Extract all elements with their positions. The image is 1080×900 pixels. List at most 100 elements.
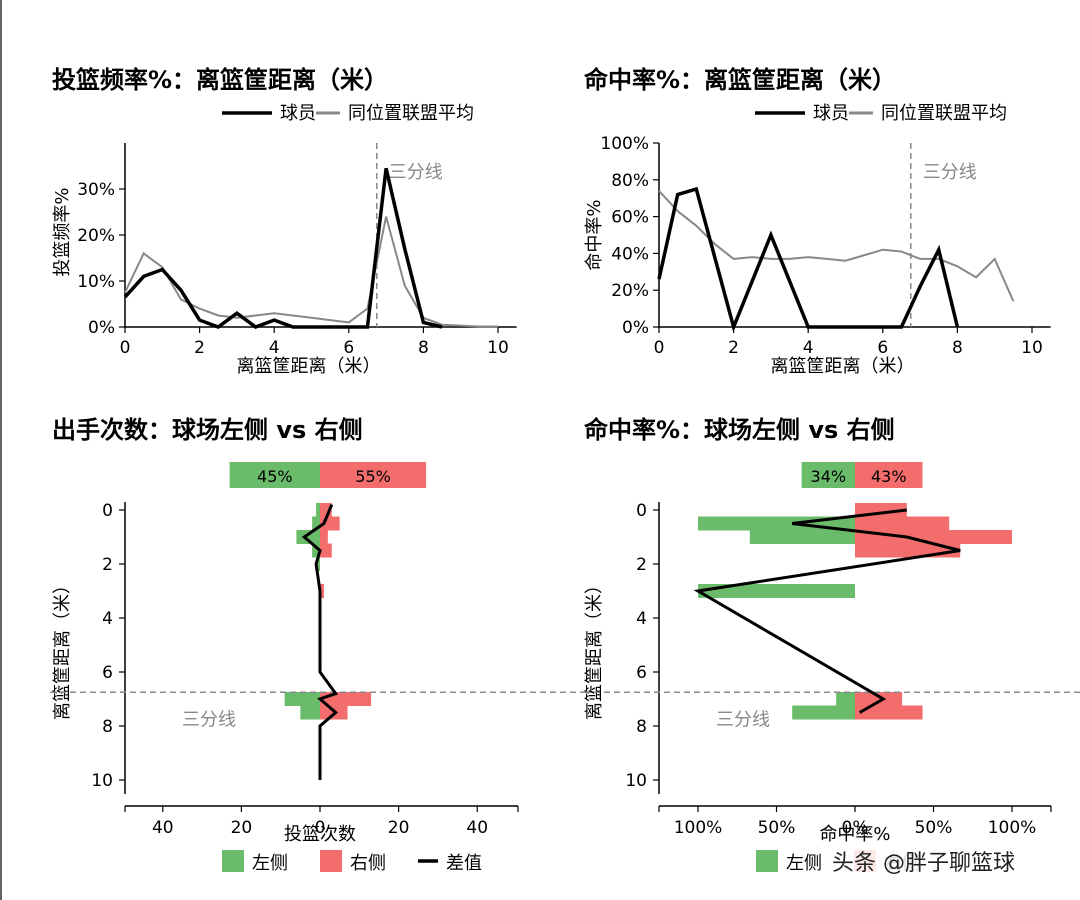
x-axis-label: 投篮次数 [284, 824, 356, 845]
bar-left [296, 530, 320, 544]
series-line-league [124, 216, 498, 328]
y-tick-label: 4 [636, 609, 647, 629]
three-point-label: 三分线 [182, 709, 236, 730]
bar-right [855, 692, 903, 706]
x-axis-label: 命中率% [819, 824, 890, 845]
bar-left [836, 692, 855, 706]
y-tick-label: 0 [636, 501, 647, 521]
x-tick-label: 0 [654, 338, 665, 358]
bar-right [320, 503, 332, 517]
summary-left-label: 45% [257, 467, 293, 486]
x-tick-label: 10 [487, 338, 509, 358]
x-tick-label: 6 [343, 338, 354, 358]
y-tick-label: 0% [88, 318, 115, 338]
summary-left-bar [229, 462, 320, 488]
summary-right-label: 43% [871, 467, 907, 486]
series-line-player [123, 167, 443, 329]
y-tick-label: 60% [611, 208, 649, 228]
x-tick-label: 4 [803, 338, 814, 358]
chart-title: 出手次数：球场左侧 vs 右侧 [52, 416, 363, 444]
y-axis-label: 投篮频率% [52, 187, 73, 276]
bar-left [749, 530, 855, 544]
bar-left [300, 705, 320, 720]
y-tick-label: 20% [611, 281, 649, 301]
x-tick-label: 50% [915, 818, 953, 838]
x-tick-label: 0 [315, 818, 326, 838]
bar-left [698, 584, 855, 598]
bar-right [855, 705, 923, 720]
series-line-league [658, 190, 1015, 302]
summary-left-label: 34% [811, 467, 847, 486]
legend-label-player: 球员 [813, 103, 849, 124]
y-tick-label: 6 [102, 663, 113, 683]
y-tick-label: 80% [611, 171, 649, 191]
chart-title: 投篮频率%：离篮筐距离（米） [52, 66, 388, 94]
chart-title: 命中率%：离篮筐距离（米） [584, 66, 896, 94]
bar-right [320, 584, 324, 598]
x-tick-label: 2 [728, 338, 739, 358]
three-point-label: 三分线 [389, 162, 443, 183]
summary-bar: 45% 55% [229, 462, 427, 488]
bar-left [312, 543, 320, 558]
x-tick-label: 40 [466, 818, 488, 838]
legend-label-diff: 差值 [446, 853, 482, 874]
y-tick-label: 6 [636, 663, 647, 683]
three-point-label: 三分线 [923, 162, 977, 183]
legend-swatch-left [222, 850, 244, 872]
line-chart-2: 命中率%：离篮筐距离（米） 球员 同位置联盟平均 0% 20% 40% 60% 80% 100%… [584, 66, 1051, 377]
watermark-text: 头条 @胖子聊篮球 [832, 851, 1015, 876]
legend: 左侧 右侧 差值 [222, 850, 482, 874]
y-tick-label: 30% [77, 180, 115, 200]
bar-left [312, 516, 320, 531]
y-tick-label: 2 [636, 555, 647, 575]
y-axis-label: 离篮筐距离（米） [52, 576, 73, 720]
diff-line [301, 504, 339, 780]
y-tick-label: 20% [77, 226, 115, 246]
y-tick-label: 10 [625, 771, 647, 791]
y-tick-label: 10 [91, 771, 113, 791]
legend-label-player: 球员 [280, 103, 316, 124]
legend: 球员 同位置联盟平均 [755, 103, 1007, 124]
x-axis-label: 离篮筐距离（米） [771, 356, 915, 377]
y-tick-label: 40% [611, 244, 649, 264]
bar-right [855, 516, 950, 531]
summary-left-bar [801, 462, 855, 488]
watermark-bg [826, 842, 1058, 880]
y-tick-label: 10% [77, 272, 115, 292]
legend-swatch-left [756, 850, 778, 872]
y-tick-label: 8 [636, 717, 647, 737]
y-tick-label: 0 [102, 501, 113, 521]
y-axis-label: 离篮筐距离（米） [584, 576, 605, 720]
summary-right-bar [320, 462, 427, 488]
bar-right [320, 543, 332, 558]
legend-label-league: 同位置联盟平均 [881, 103, 1007, 124]
legend-label-right: 右侧 [350, 853, 386, 874]
x-tick-label: 40 [152, 818, 174, 838]
summary-right-bar [855, 462, 923, 488]
x-tick-label: 20 [231, 818, 253, 838]
bar-right [855, 530, 1012, 544]
diff-line [693, 508, 961, 714]
y-tick-label: 2 [102, 555, 113, 575]
legend-label-left: 左侧 [786, 853, 822, 874]
y-tick-label: 0% [622, 318, 649, 338]
x-tick-label: 100% [674, 818, 723, 838]
bar-left [316, 557, 320, 571]
x-tick-label: 8 [952, 338, 963, 358]
bar-left [792, 705, 855, 720]
x-tick-label: 100% [988, 818, 1037, 838]
x-tick-label: 0 [120, 338, 131, 358]
x-tick-label: 8 [418, 338, 429, 358]
summary-right-label: 55% [355, 467, 391, 486]
series-line-player [657, 186, 960, 333]
three-point-label: 三分线 [716, 709, 770, 730]
x-tick-label: 0% [842, 818, 869, 838]
bar-chart-2: 命中率%：球场左侧 vs 右侧 34% 43% 0 2 4 6 8 10 100% 50% 0% 50%… [584, 416, 1080, 874]
x-axis-label: 离篮筐距离（米） [237, 356, 381, 377]
bar-left [316, 503, 320, 517]
x-tick-label: 2 [194, 338, 205, 358]
y-tick-label: 8 [102, 717, 113, 737]
chart-title: 命中率%：球场左侧 vs 右侧 [584, 416, 895, 444]
bar-right [320, 530, 328, 544]
